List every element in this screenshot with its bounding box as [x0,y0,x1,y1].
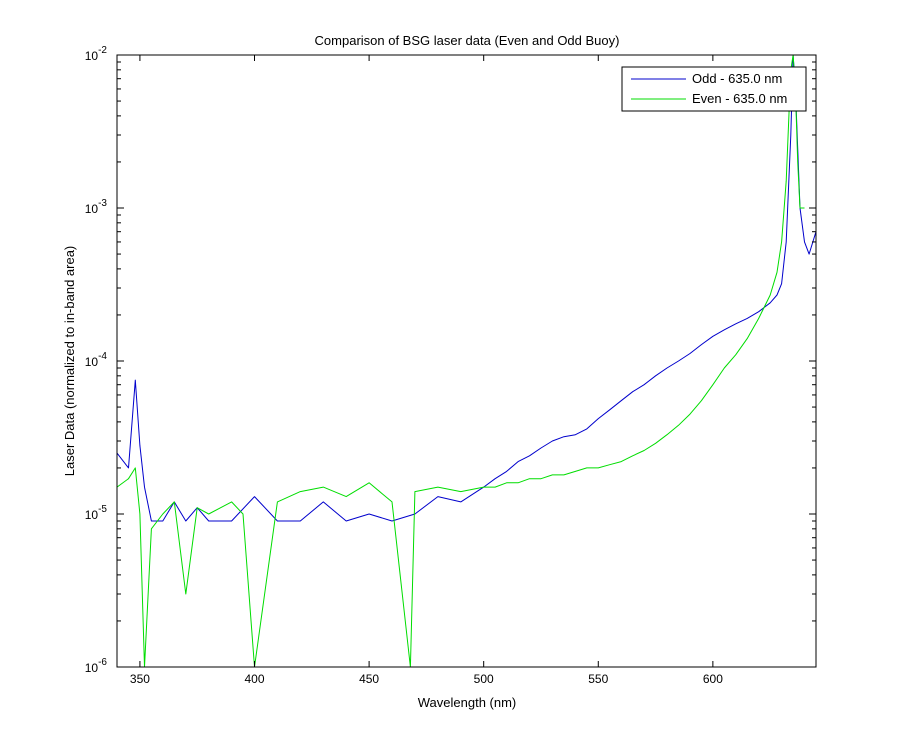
x-tick-label: 450 [359,672,379,686]
series-line-odd [117,55,816,522]
series-layer [117,55,816,667]
y-axis-label: Laser Data (normalized to in-band area) [62,246,77,477]
series-line-even [117,55,805,667]
plot-area [117,55,816,667]
x-tick-label: 500 [474,672,494,686]
legend-label-even: Even - 635.0 nm [692,91,787,106]
x-axis: 350 400 450 500 550 600 [130,55,723,686]
x-tick-label: 350 [130,672,150,686]
chart-title: Comparison of BSG laser data (Even and O… [315,33,620,48]
y-tick-label: 10-5 [85,504,108,522]
y-tick-label: 10-3 [85,198,108,216]
x-axis-label: Wavelength (nm) [418,695,517,710]
y-tick-label: 10-4 [85,351,108,369]
x-tick-label: 400 [244,672,264,686]
x-tick-label: 600 [703,672,723,686]
y-axis: 10-6 10-5 10-4 10-3 10-2 [85,45,816,675]
y-tick-label: 10-2 [85,45,108,63]
legend-label-odd: Odd - 635.0 nm [692,71,782,86]
x-tick-label: 550 [588,672,608,686]
legend-box [621,66,807,112]
legend: Odd - 635.0 nm Even - 635.0 nm [621,66,807,112]
y-tick-label: 10-6 [85,657,108,675]
